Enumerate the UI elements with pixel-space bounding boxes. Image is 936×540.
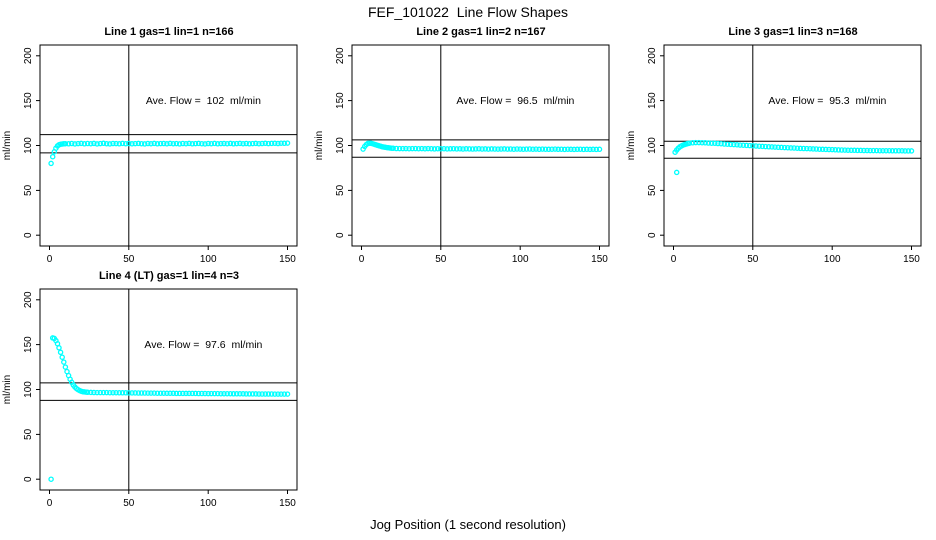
ave-flow-annotation: Ave. Flow = 97.6 ml/min — [144, 339, 262, 351]
y-axis-title: ml/min — [2, 375, 13, 404]
svg-text:150: 150 — [647, 92, 658, 109]
svg-text:50: 50 — [123, 254, 135, 265]
svg-text:50: 50 — [23, 184, 34, 196]
subplot-title-line-1: Line 1 gas=1 lin=1 n=166 — [104, 26, 234, 38]
svg-text:0: 0 — [23, 232, 34, 238]
svg-text:150: 150 — [279, 498, 296, 509]
subplot-line-3: Line 3 gas=1 lin=3 n=168 0 50 100 150 0 50 100… — [624, 24, 936, 270]
y-axis-ticks: 0 50 100 150 200 — [23, 291, 40, 482]
ave-flow-annotation: Ave. Flow = 96.5 ml/min — [456, 95, 574, 107]
svg-text:50: 50 — [23, 428, 34, 440]
svg-text:150: 150 — [903, 254, 920, 265]
subplot-line-4: Line 4 (LT) gas=1 lin=4 n=3 0 50 100 150 0 50… — [0, 268, 312, 514]
plot-canvas-line-3: 0 50 100 150 0 50 100 150 200 ml/min Ave. Flow = 9… — [626, 44, 922, 265]
subplot-title-line-2: Line 2 gas=1 lin=2 n=167 — [416, 26, 546, 38]
svg-text:200: 200 — [23, 291, 34, 308]
subplot-title-line-3: Line 3 gas=1 lin=3 n=168 — [728, 26, 858, 38]
svg-text:0: 0 — [23, 476, 34, 482]
plot-border — [663, 44, 922, 247]
svg-text:50: 50 — [123, 498, 135, 509]
svg-text:100: 100 — [512, 254, 529, 265]
subplot-line-1: Line 1 gas=1 lin=1 n=166 0 50 100 150 0 50 100… — [0, 24, 312, 270]
svg-text:0: 0 — [671, 254, 677, 265]
data-points — [360, 140, 603, 153]
svg-text:0: 0 — [359, 254, 365, 265]
svg-text:200: 200 — [647, 47, 658, 64]
svg-text:100: 100 — [23, 381, 34, 398]
svg-text:50: 50 — [435, 254, 447, 265]
x-axis-ticks: 0 50 100 150 — [359, 246, 608, 265]
ave-flow-annotation: Ave. Flow = 95.3 ml/min — [768, 95, 886, 107]
y-axis-ticks: 0 50 100 150 200 — [647, 47, 664, 238]
svg-text:100: 100 — [647, 137, 658, 154]
svg-text:0: 0 — [335, 232, 346, 238]
svg-text:0: 0 — [647, 232, 658, 238]
y-axis-ticks: 0 50 100 150 200 — [23, 47, 40, 238]
x-axis-ticks: 0 50 100 150 — [671, 246, 920, 265]
svg-text:150: 150 — [23, 336, 34, 353]
svg-text:100: 100 — [335, 137, 346, 154]
svg-text:0: 0 — [47, 254, 53, 265]
y-axis-title: ml/min — [2, 131, 13, 160]
ave-flow-annotation: Ave. Flow = 102 ml/min — [146, 95, 261, 107]
svg-text:150: 150 — [335, 92, 346, 109]
x-axis-label: Jog Position (1 second resolution) — [370, 517, 566, 532]
svg-text:150: 150 — [279, 254, 296, 265]
plot-canvas-line-4: 0 50 100 150 0 50 100 150 200 ml/min Ave. Flow = 9… — [2, 288, 298, 509]
page-title: FEF_101022 Line Flow Shapes — [367, 4, 568, 20]
svg-text:200: 200 — [23, 47, 34, 64]
svg-text:100: 100 — [200, 498, 217, 509]
svg-text:100: 100 — [23, 137, 34, 154]
svg-text:200: 200 — [335, 47, 346, 64]
plot-canvas-line-1: 0 50 100 150 0 50 100 150 200 ml/min Ave. Flow = 1… — [2, 44, 298, 265]
svg-text:100: 100 — [824, 254, 841, 265]
subplot-line-2: Line 2 gas=1 lin=2 n=167 0 50 100 150 0 50 100… — [312, 24, 624, 270]
plot-canvas-line-2: 0 50 100 150 0 50 100 150 200 ml/min Ave. Flow = 9… — [314, 44, 610, 265]
data-points — [48, 335, 291, 482]
x-axis-ticks: 0 50 100 150 — [47, 246, 296, 265]
reference-lines — [664, 45, 921, 246]
svg-text:150: 150 — [23, 92, 34, 109]
svg-text:0: 0 — [47, 498, 53, 509]
svg-text:50: 50 — [335, 184, 346, 196]
data-points — [672, 139, 915, 176]
svg-text:100: 100 — [200, 254, 217, 265]
svg-text:150: 150 — [591, 254, 608, 265]
y-axis-title: ml/min — [314, 131, 325, 160]
reference-lines — [352, 45, 609, 246]
svg-text:50: 50 — [647, 184, 658, 196]
subplot-title-line-4: Line 4 (LT) gas=1 lin=4 n=3 — [98, 270, 240, 282]
y-axis-title: ml/min — [626, 131, 637, 160]
x-axis-ticks: 0 50 100 150 — [47, 490, 296, 509]
svg-text:50: 50 — [747, 254, 759, 265]
y-axis-ticks: 0 50 100 150 200 — [335, 47, 352, 238]
data-points — [48, 140, 291, 167]
reference-lines — [40, 289, 297, 490]
